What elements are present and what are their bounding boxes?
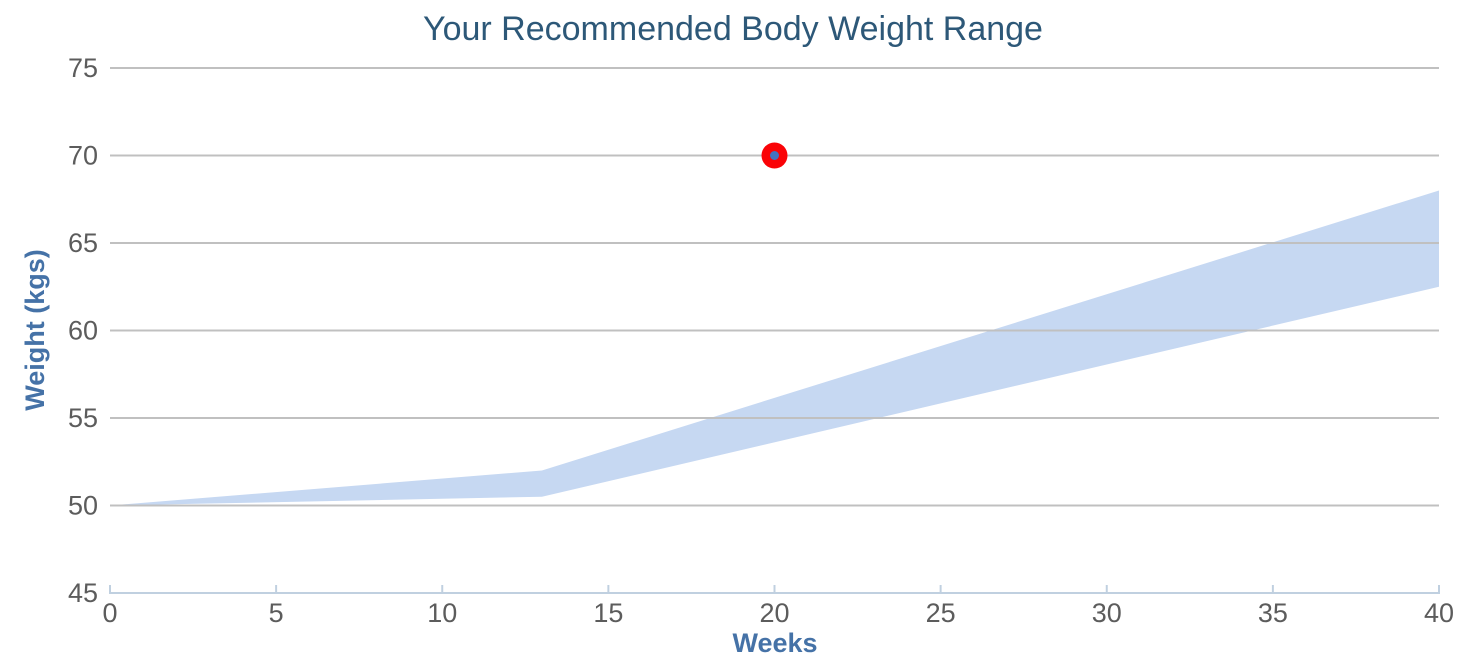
x-axis-layer [109,585,1440,594]
y-axis-title: Weight (kgs) [20,249,50,411]
y-tick-label: 65 [68,228,98,258]
x-tick-label: 0 [102,598,117,628]
x-tick-label: 40 [1424,598,1454,628]
x-tick-label: 30 [1092,598,1122,628]
series-area-layer [110,190,1439,506]
x-tick-label: 15 [593,598,623,628]
x-tick-label: 35 [1258,598,1288,628]
y-tick-label: 50 [68,491,98,521]
data-point-layer [761,142,788,169]
recommended-range-band [110,190,1439,506]
y-tick-label: 45 [68,578,98,608]
x-tick-label: 5 [269,598,284,628]
current-weight-marker-core [770,151,779,160]
x-axis-title: Weeks [732,628,817,658]
x-tick-label: 10 [427,598,457,628]
tick-labels-layer: 45 50 55 60 65 70 75 0 5 10 15 20 25 30 35 40 [68,53,1454,628]
chart-title: Your Recommended Body Weight Range [423,10,1043,48]
y-tick-label: 55 [68,403,98,433]
x-tick-label: 20 [759,598,789,628]
y-tick-label: 70 [68,141,98,171]
y-tick-label: 60 [68,316,98,346]
y-tick-label: 75 [68,53,98,83]
x-tick-label: 25 [926,598,956,628]
